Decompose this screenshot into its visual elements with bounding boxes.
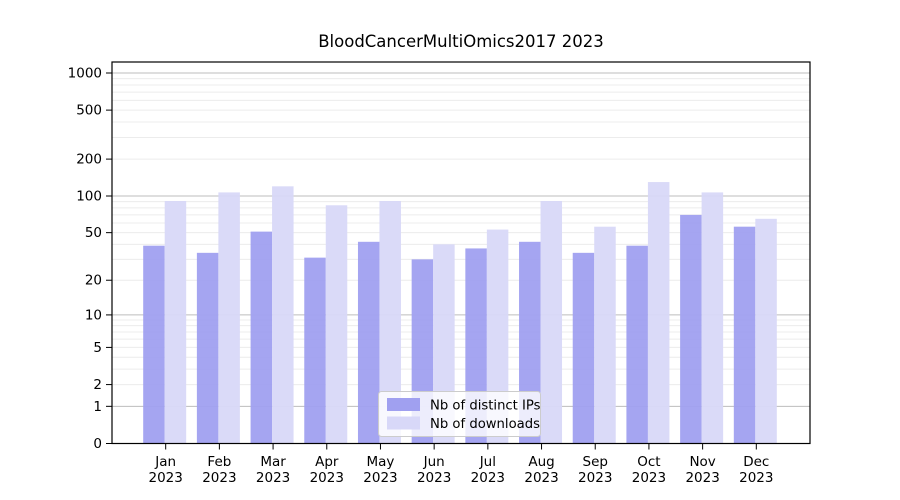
y-tick-label-1: 1 — [93, 399, 102, 415]
x-tick-label-month-jul-2023: Jul — [479, 454, 496, 470]
x-tick-label-month-apr-2023: Apr — [315, 454, 339, 470]
x-tick-label-year-nov-2023: 2023 — [685, 470, 719, 486]
bar-nb-of-downloads-jul-2023 — [486, 229, 509, 444]
bar-nb-of-distinct-ips-jan-2023 — [143, 245, 165, 444]
bar-nb-of-distinct-ips-nov-2023 — [680, 214, 702, 444]
bar-nb-of-downloads-oct-2023 — [647, 182, 670, 444]
y-tick-label-200: 200 — [76, 152, 102, 168]
x-tick-label-month-mar-2023: Mar — [260, 454, 286, 470]
legend-swatch-downloads — [387, 416, 420, 430]
bar-nb-of-downloads-dec-2023 — [755, 218, 777, 444]
bar-nb-of-distinct-ips-sep-2023 — [572, 252, 595, 444]
bar-nb-of-distinct-ips-dec-2023 — [733, 226, 756, 444]
x-tick-label-month-dec-2023: Dec — [743, 454, 769, 470]
y-tick-label-5: 5 — [93, 340, 102, 356]
bar-nb-of-downloads-apr-2023 — [325, 205, 348, 444]
x-tick-label-month-sep-2023: Sep — [583, 454, 608, 470]
bar-nb-of-downloads-jan-2023 — [164, 201, 187, 444]
y-tick-label-20: 20 — [85, 273, 102, 289]
plot-border — [111, 61, 811, 445]
x-tick-label-year-dec-2023: 2023 — [739, 470, 773, 486]
bar-nb-of-downloads-nov-2023 — [701, 192, 724, 444]
x-tick-label-year-apr-2023: 2023 — [310, 470, 344, 486]
legend-label-distinct-ips: Nb of distinct IPs — [430, 399, 541, 414]
legend-label-downloads: Nb of downloads — [430, 417, 540, 432]
y-tick-label-500: 500 — [76, 103, 102, 119]
bar-nb-of-downloads-may-2023 — [379, 201, 401, 444]
x-tick-label-year-sep-2023: 2023 — [578, 470, 612, 486]
y-tick-label-1000: 1000 — [68, 66, 102, 82]
bar-nb-of-distinct-ips-mar-2023 — [250, 231, 273, 444]
y-tick-label-50: 50 — [85, 225, 102, 241]
x-tick-label-year-jul-2023: 2023 — [471, 470, 505, 486]
bar-nb-of-distinct-ips-feb-2023 — [196, 252, 219, 444]
x-tick-label-month-aug-2023: Aug — [528, 454, 554, 470]
bar-nb-of-downloads-sep-2023 — [594, 226, 616, 444]
y-tick-label-100: 100 — [76, 189, 102, 205]
bar-nb-of-downloads-aug-2023 — [540, 201, 563, 444]
bar-nb-of-downloads-mar-2023 — [272, 186, 294, 444]
legend-swatch-distinct-ips — [387, 398, 420, 411]
chart-title: BloodCancerMultiOmics2017 2023 — [318, 32, 604, 51]
y-tick-label-10: 10 — [85, 307, 102, 323]
x-tick-label-month-nov-2023: Nov — [689, 454, 715, 470]
x-tick-label-month-jun-2023: Jun — [423, 454, 445, 470]
axes: 01251020501002005001000Jan2023Feb2023Mar… — [68, 66, 774, 487]
x-tick-label-year-jun-2023: 2023 — [417, 470, 451, 486]
x-tick-label-year-jan-2023: 2023 — [149, 470, 183, 486]
bar-nb-of-distinct-ips-apr-2023 — [304, 257, 326, 444]
bar-nb-of-distinct-ips-may-2023 — [357, 241, 380, 444]
x-tick-label-year-feb-2023: 2023 — [202, 470, 236, 486]
legend: Nb of distinct IPs Nb of downloads — [378, 391, 541, 437]
x-tick-label-year-aug-2023: 2023 — [524, 470, 558, 486]
y-tick-label-0: 0 — [93, 436, 102, 452]
x-tick-label-month-jan-2023: Jan — [154, 454, 176, 470]
y-tick-label-2: 2 — [93, 377, 102, 393]
x-tick-label-month-may-2023: May — [366, 454, 394, 470]
x-tick-label-month-feb-2023: Feb — [207, 454, 231, 470]
x-tick-label-year-oct-2023: 2023 — [632, 470, 666, 486]
bar-nb-of-downloads-feb-2023 — [218, 192, 240, 444]
x-tick-label-year-mar-2023: 2023 — [256, 470, 290, 486]
bar-nb-of-distinct-ips-oct-2023 — [626, 245, 648, 444]
x-tick-label-year-may-2023: 2023 — [363, 470, 397, 486]
x-tick-label-month-oct-2023: Oct — [637, 454, 660, 470]
